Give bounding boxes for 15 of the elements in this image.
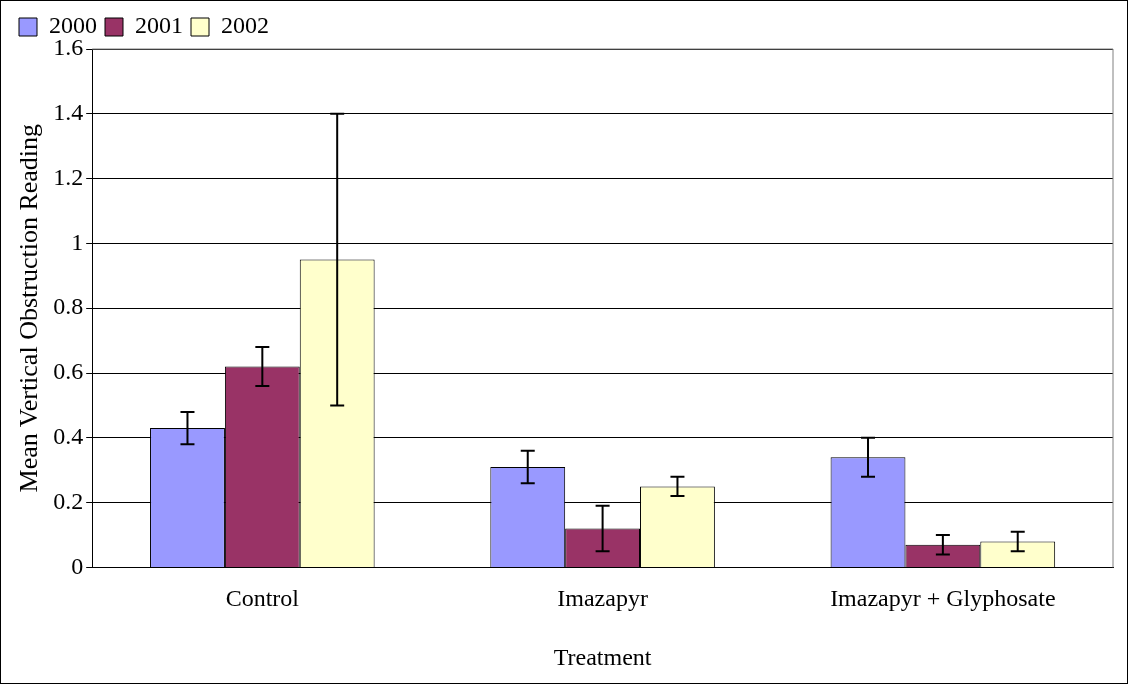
x-tick-label: Imazapyr bbox=[557, 585, 648, 612]
legend-label: 2002 bbox=[221, 12, 269, 39]
y-tick-label: 1.2 bbox=[53, 163, 84, 190]
legend-label: 2001 bbox=[135, 12, 183, 39]
y-axis-title: Mean Vertical Obstruction Reading bbox=[14, 123, 44, 493]
y-tick-label: 1.4 bbox=[53, 99, 84, 126]
y-tick-label: 0.6 bbox=[53, 358, 84, 385]
y-tick-label: 0 bbox=[71, 552, 84, 579]
y-tick-label: 0.8 bbox=[53, 293, 84, 320]
x-tick-label: Control bbox=[225, 585, 300, 612]
x-tick-label: Imazapyr + Glyphosate bbox=[830, 585, 1056, 612]
y-tick-label: 0.2 bbox=[53, 487, 84, 514]
x-axis-title: Treatment bbox=[553, 643, 652, 670]
y-tick-label: 0.4 bbox=[53, 423, 84, 450]
y-tick-label: 1 bbox=[71, 228, 84, 255]
